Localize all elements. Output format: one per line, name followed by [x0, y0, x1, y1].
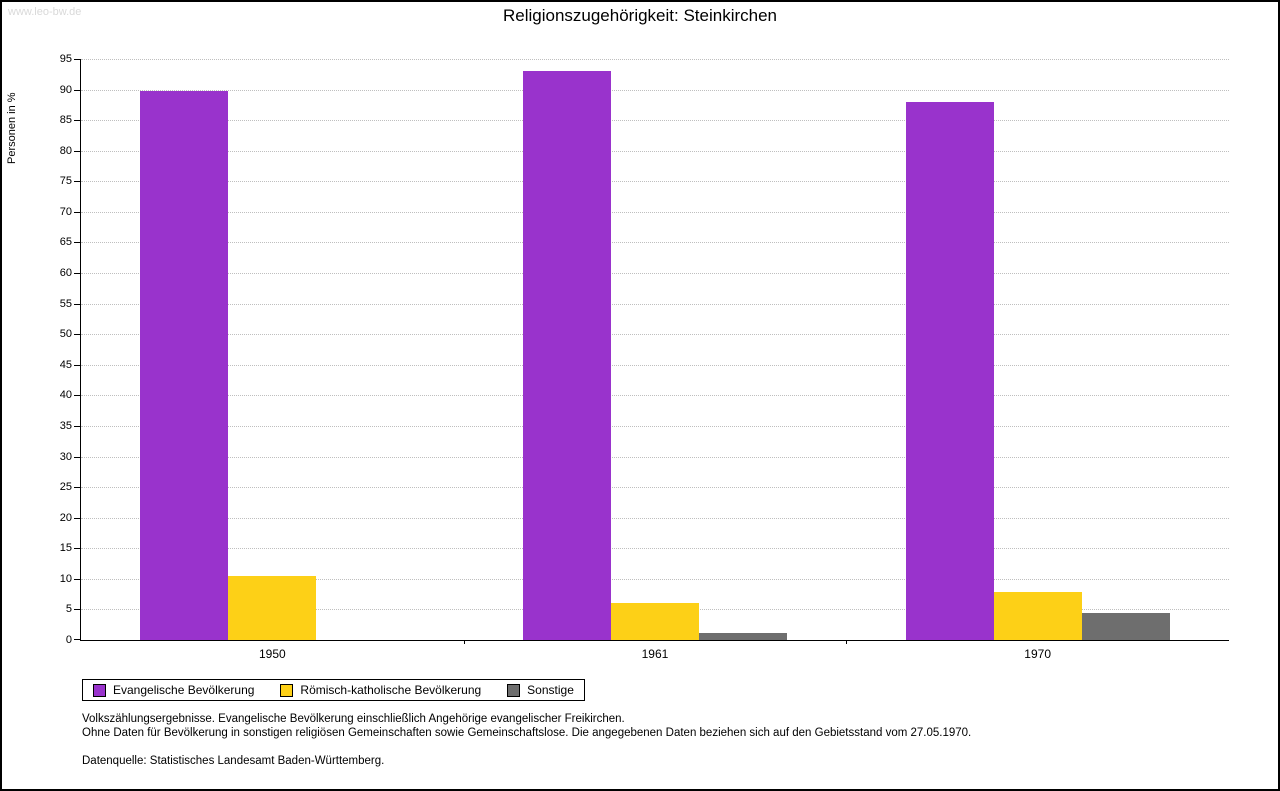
y-tick-label: 40: [59, 389, 72, 402]
legend-item: Römisch-katholische Bevölkerung: [280, 683, 481, 697]
footnote-line-1: Volkszählungsergebnisse. Evangelische Be…: [82, 713, 625, 725]
y-tick-label: 0: [65, 634, 72, 646]
y-tick-label: 45: [59, 358, 72, 371]
legend-label: Evangelische Bevölkerung: [113, 683, 255, 697]
y-axis-label: Personen in %: [6, 92, 18, 164]
legend-swatch: [280, 683, 294, 697]
bar: [905, 101, 994, 640]
y-axis-tick: [74, 425, 81, 427]
y-axis-tick: [74, 334, 81, 336]
gridline: [81, 395, 1229, 397]
gridline: [81, 334, 1229, 336]
gridline: [81, 89, 1229, 91]
bar: [993, 591, 1082, 640]
y-tick-label: 30: [59, 450, 72, 463]
gridline: [81, 517, 1229, 519]
y-axis-tick: [74, 242, 81, 244]
y-tick-label: 80: [59, 144, 72, 157]
legend-item: Sonstige: [507, 683, 574, 697]
gridline: [81, 578, 1229, 580]
plot-area: 0 5 10 15 20 25 30 35 40 45 50 55 60 65 70 75 80 85 90 95 19…: [60, 53, 1229, 661]
y-tick-label: 5: [65, 603, 72, 616]
x-axis-tick: [846, 640, 848, 644]
gridline: [81, 181, 1229, 183]
y-axis-tick: [74, 303, 81, 305]
gridline: [81, 425, 1229, 427]
bar: [228, 576, 317, 640]
y-axis-tick: [74, 609, 81, 611]
y-axis-tick: [74, 59, 81, 60]
gridline: [81, 120, 1229, 122]
gridline: [81, 487, 1229, 489]
y-tick-label: 75: [59, 175, 72, 188]
y-tick-label: 15: [59, 542, 72, 555]
y-axis-tick: [74, 548, 81, 550]
y-axis-tick: [74, 517, 81, 519]
legend-label: Römisch-katholische Bevölkerung: [300, 683, 482, 697]
x-axis-tick: [463, 640, 465, 644]
gridline: [81, 150, 1229, 152]
y-tick-label: 95: [59, 53, 72, 65]
y-tick-label: 25: [59, 481, 72, 494]
bar: [611, 603, 699, 640]
y-tick-label: 65: [59, 236, 72, 249]
y-axis-tick: [74, 395, 81, 397]
bar: [1081, 613, 1170, 640]
footnote-line-2: Ohne Daten für Bevölkerung in sonstigen …: [82, 727, 972, 739]
x-tick-label: 1970: [1024, 647, 1051, 661]
bar: [140, 91, 229, 640]
y-tick-label: 85: [59, 114, 72, 127]
y-axis-tick: [74, 578, 81, 580]
y-axis-tick: [74, 181, 81, 183]
footnotes: Volkszählungsergebnisse. Evangelische Be…: [82, 712, 971, 768]
y-axis-tick: [74, 211, 81, 213]
legend-swatch: [507, 683, 521, 697]
y-tick-label: 35: [59, 419, 72, 432]
y-axis-tick: [74, 639, 81, 640]
y-tick-label: 90: [59, 83, 72, 96]
gridline: [81, 211, 1229, 213]
legend-item: Evangelische Bevölkerung: [93, 683, 254, 697]
y-tick-label: 20: [59, 511, 72, 524]
y-axis-tick: [74, 273, 81, 275]
legend-label: Sonstige: [527, 683, 574, 697]
bar: [523, 71, 611, 640]
gridline: [81, 364, 1229, 366]
y-axis-tick: [74, 487, 81, 489]
y-axis-tick: [74, 120, 81, 122]
x-tick-label: 1950: [258, 647, 286, 661]
y-tick-label: 55: [59, 297, 72, 310]
legend-swatch: [93, 683, 106, 697]
y-axis-tick: [74, 89, 81, 91]
y-tick-label: 10: [59, 572, 72, 585]
data-source: Datenquelle: Statistisches Landesamt Bad…: [82, 755, 385, 767]
x-tick-label: 1961: [641, 647, 669, 661]
y-axis-tick: [74, 456, 81, 458]
watermark: www.leo-bw.de: [8, 6, 82, 18]
legend: Evangelische Bevölkerung Römisch-katholis…: [82, 679, 585, 701]
y-tick-label: 60: [59, 267, 72, 280]
bar: [699, 632, 787, 640]
gridline: [81, 303, 1229, 305]
gridline: [81, 59, 1229, 60]
chart-title: Religionszugehörigkeit: Steinkirchen: [502, 6, 778, 25]
y-axis-tick: [74, 364, 81, 366]
gridline: [81, 456, 1229, 458]
y-tick-label: 50: [59, 328, 72, 341]
gridline: [81, 242, 1229, 244]
gridline: [81, 273, 1229, 275]
gridline: [81, 548, 1229, 550]
y-axis-tick: [74, 150, 81, 152]
y-tick-label: 70: [59, 205, 72, 218]
